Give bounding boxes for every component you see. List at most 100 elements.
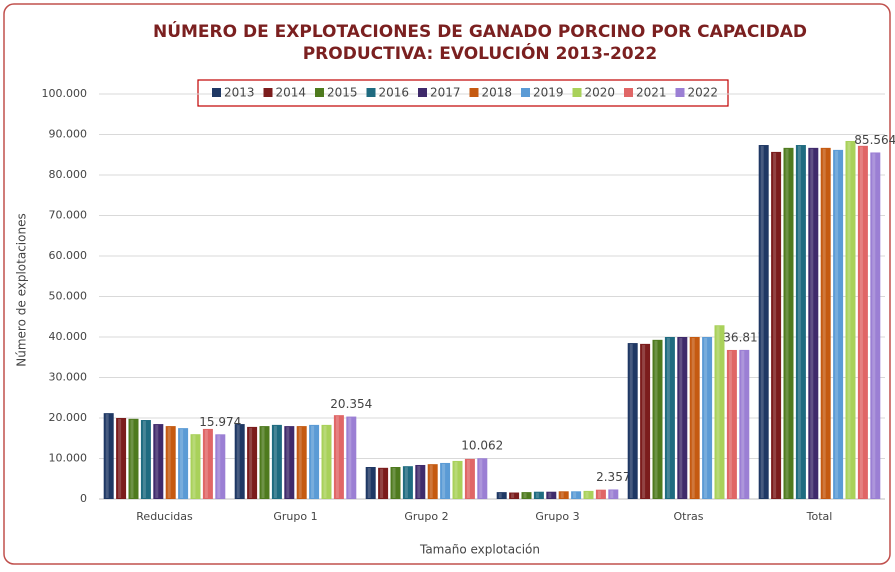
bar-highlight	[679, 338, 683, 498]
bar-highlight	[130, 419, 134, 498]
bar-highlight	[872, 153, 876, 498]
chart-title: NÚMERO DE EXPLOTACIONES DE GANADO PORCIN…	[153, 20, 807, 42]
bar-highlight	[392, 468, 396, 498]
bar-highlight	[773, 152, 777, 499]
bar	[116, 418, 127, 499]
bar	[652, 339, 663, 499]
bar-highlight	[142, 421, 146, 498]
bar	[477, 458, 488, 499]
legend-box	[197, 79, 729, 107]
bar-highlight	[642, 344, 646, 498]
bar	[808, 147, 819, 500]
bar	[464, 458, 475, 499]
bar-highlight	[311, 425, 315, 498]
bar	[726, 349, 737, 499]
legend-label: 2016	[379, 86, 410, 100]
x-tick-label: Grupo 3	[535, 510, 579, 523]
bar	[702, 337, 713, 499]
bar-highlight	[585, 491, 589, 498]
bar-highlight	[367, 468, 371, 498]
legend-swatch	[624, 88, 633, 97]
bar	[521, 492, 532, 499]
y-axis-label: Número de explotaciones	[15, 213, 29, 366]
bar	[247, 426, 258, 499]
bar-highlight	[466, 459, 470, 498]
x-tick-label: Otras	[674, 510, 704, 523]
bar	[664, 337, 675, 499]
bar-highlight	[523, 493, 527, 498]
y-tick-label: 90.000	[49, 128, 88, 141]
bar-highlight	[155, 425, 159, 498]
bar-highlight	[629, 344, 633, 498]
bar-highlight	[105, 414, 109, 498]
bar-highlight	[597, 490, 601, 498]
bar-highlight	[442, 463, 446, 498]
bar	[415, 464, 426, 499]
bar-highlight	[429, 465, 433, 498]
bar	[739, 349, 750, 499]
bar-highlight	[454, 461, 458, 498]
legend-swatch	[418, 88, 427, 97]
bar-highlight	[741, 350, 745, 498]
bar	[440, 462, 451, 499]
bar-highlight	[548, 492, 552, 498]
x-tick-label: Grupo 1	[273, 510, 317, 523]
x-tick-label: Reducidas	[136, 510, 193, 523]
bar-highlight	[822, 148, 826, 499]
legend-swatch	[521, 88, 530, 97]
bar	[595, 489, 606, 499]
x-axis-label: Tamaño explotación	[419, 543, 540, 557]
bar-highlight	[573, 492, 577, 498]
bar	[558, 491, 569, 499]
bar	[758, 145, 769, 499]
data-label: 36.817	[723, 330, 765, 344]
bar	[215, 434, 226, 499]
bar	[509, 492, 520, 499]
y-tick-label: 50.000	[49, 290, 88, 303]
bar-highlight	[560, 492, 564, 498]
bar-highlight	[261, 427, 265, 498]
bar-highlight	[380, 468, 384, 498]
bar	[333, 415, 344, 499]
bar-highlight	[716, 326, 720, 498]
bar-highlight	[704, 338, 708, 498]
bar-highlight	[511, 493, 515, 498]
x-tick-label: Grupo 2	[404, 510, 448, 523]
legend-swatch	[572, 88, 582, 97]
bar-highlight	[236, 425, 240, 498]
bar	[496, 492, 507, 499]
bar-highlight	[286, 427, 290, 498]
bar	[771, 151, 782, 500]
bar	[833, 149, 844, 499]
legend-swatch	[212, 88, 221, 97]
bar	[365, 467, 376, 499]
bar	[153, 424, 164, 499]
bar-highlight	[666, 338, 670, 498]
bar	[103, 413, 114, 499]
data-label: 10.062	[461, 439, 503, 453]
bar	[234, 424, 245, 499]
y-tick-label: 70.000	[49, 209, 88, 222]
bar-highlight	[118, 419, 122, 498]
bar-highlight	[691, 338, 695, 498]
bar-highlight	[335, 416, 339, 498]
legend-label: 2019	[533, 86, 564, 100]
bar	[259, 426, 270, 499]
bar	[178, 428, 189, 499]
y-tick-label: 60.000	[49, 249, 88, 262]
bar-highlight	[797, 146, 801, 498]
bar-highlight	[479, 459, 483, 498]
bar-highlight	[417, 465, 421, 498]
bar	[608, 489, 619, 499]
bar	[677, 337, 688, 499]
y-tick-label: 20.000	[49, 411, 88, 424]
bar	[845, 140, 856, 500]
bar-highlight	[298, 427, 302, 498]
bar-highlight	[180, 429, 184, 498]
bar-highlight	[167, 427, 171, 498]
x-tick-label: Total	[806, 510, 833, 523]
bar	[309, 424, 320, 499]
bar	[402, 466, 413, 499]
bar	[640, 343, 651, 499]
